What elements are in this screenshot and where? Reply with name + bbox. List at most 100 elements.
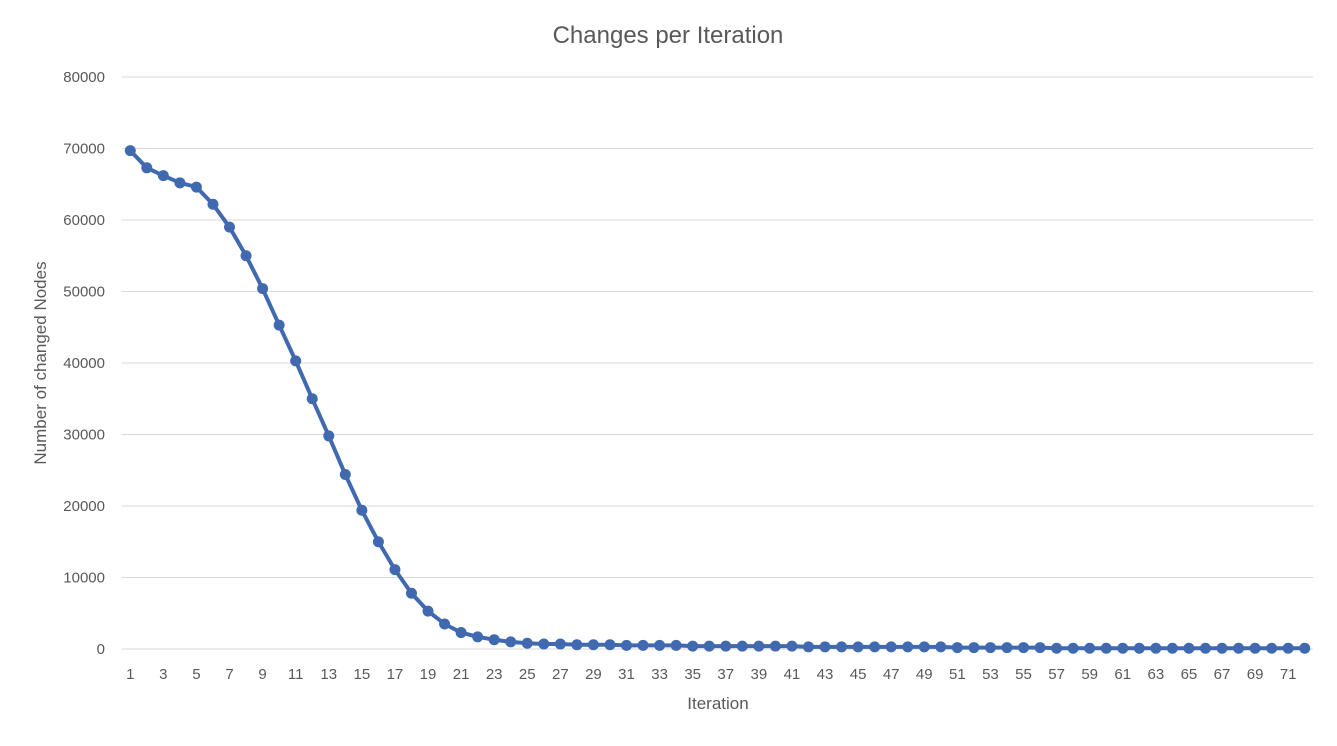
x-tick-label: 65	[1181, 666, 1198, 683]
x-tick-label: 11	[288, 666, 304, 683]
data-point	[273, 319, 285, 331]
data-point	[703, 640, 715, 652]
data-point	[323, 430, 335, 442]
data-point	[654, 639, 666, 651]
data-point	[869, 641, 881, 653]
data-point	[257, 283, 269, 295]
x-tick-label: 53	[982, 666, 999, 683]
y-axis-tick-labels: 0 10000 20000 30000 40000 50000 60000 70000 8000…	[63, 69, 105, 658]
y-tick-label: 50000	[63, 284, 105, 301]
y-tick-label: 0	[97, 641, 105, 658]
data-point	[951, 642, 963, 654]
data-point	[670, 639, 682, 651]
data-point	[1150, 642, 1162, 654]
x-tick-label: 5	[192, 666, 200, 683]
x-tick-label: 25	[519, 666, 536, 683]
data-point	[1001, 642, 1013, 654]
data-point	[885, 641, 897, 653]
x-tick-label: 55	[1015, 666, 1032, 683]
data-series	[124, 145, 1311, 654]
x-tick-label: 69	[1247, 666, 1264, 683]
y-tick-label: 20000	[63, 498, 105, 515]
data-point	[190, 181, 202, 193]
data-point	[174, 177, 186, 189]
data-point	[968, 642, 980, 654]
data-point	[306, 393, 318, 405]
data-point	[769, 640, 781, 652]
data-point	[1183, 642, 1195, 654]
data-point	[1100, 642, 1112, 654]
data-point	[836, 641, 848, 653]
data-point	[207, 198, 219, 210]
x-tick-label: 43	[817, 666, 834, 683]
x-tick-label: 3	[159, 666, 167, 683]
x-tick-label: 61	[1114, 666, 1131, 683]
y-tick-label: 30000	[63, 427, 105, 444]
x-tick-label: 35	[684, 666, 701, 683]
data-point	[1299, 642, 1311, 654]
data-point	[439, 618, 451, 630]
data-point	[1034, 642, 1046, 654]
data-point	[587, 639, 599, 651]
x-tick-label: 29	[585, 666, 602, 683]
data-point	[505, 636, 517, 648]
data-point	[1166, 642, 1178, 654]
gridlines	[122, 76, 1313, 650]
x-tick-label: 21	[453, 666, 470, 683]
data-point	[422, 605, 434, 617]
data-point	[157, 170, 169, 182]
x-tick-label: 57	[1048, 666, 1065, 683]
x-tick-label: 67	[1214, 666, 1231, 683]
x-tick-label: 63	[1148, 666, 1165, 683]
y-tick-label: 40000	[63, 355, 105, 372]
data-point	[141, 162, 153, 174]
data-point	[405, 587, 417, 599]
y-axis-title: Number of changed Nodes	[31, 261, 50, 464]
data-point	[339, 469, 351, 481]
data-point	[538, 638, 550, 650]
data-point	[455, 627, 467, 639]
x-tick-label: 47	[883, 666, 900, 683]
y-tick-label: 60000	[63, 212, 105, 229]
data-point	[736, 640, 748, 652]
data-point	[802, 641, 814, 653]
data-point	[472, 631, 484, 643]
x-tick-label: 39	[751, 666, 768, 683]
x-axis-title: Iteration	[687, 694, 748, 713]
data-point	[604, 639, 616, 651]
data-point	[637, 639, 649, 651]
x-tick-label: 71	[1280, 666, 1297, 683]
x-tick-label: 59	[1081, 666, 1098, 683]
x-tick-label: 49	[916, 666, 933, 683]
y-tick-label: 80000	[63, 69, 105, 86]
data-point	[720, 640, 732, 652]
data-point	[124, 145, 136, 157]
data-point	[918, 641, 930, 653]
data-point	[1282, 642, 1294, 654]
data-point	[1051, 642, 1063, 654]
x-tick-label: 19	[420, 666, 437, 683]
data-point	[521, 637, 533, 649]
x-tick-label: 45	[850, 666, 867, 683]
data-point	[786, 640, 798, 652]
data-point	[1067, 642, 1079, 654]
x-tick-label: 41	[784, 666, 801, 683]
data-point	[852, 641, 864, 653]
chart-title: Changes per Iteration	[553, 22, 784, 49]
data-point	[1249, 642, 1261, 654]
data-point	[1133, 642, 1145, 654]
x-tick-label: 15	[354, 666, 371, 683]
data-point	[935, 641, 947, 653]
x-tick-label: 7	[225, 666, 233, 683]
x-tick-label: 1	[126, 666, 134, 683]
y-tick-label: 10000	[63, 570, 105, 587]
data-point	[1216, 642, 1228, 654]
data-point	[984, 642, 996, 654]
data-point	[1084, 642, 1096, 654]
data-point	[902, 641, 914, 653]
data-point	[571, 639, 583, 651]
data-point	[1018, 642, 1030, 654]
y-tick-label: 70000	[63, 141, 105, 158]
